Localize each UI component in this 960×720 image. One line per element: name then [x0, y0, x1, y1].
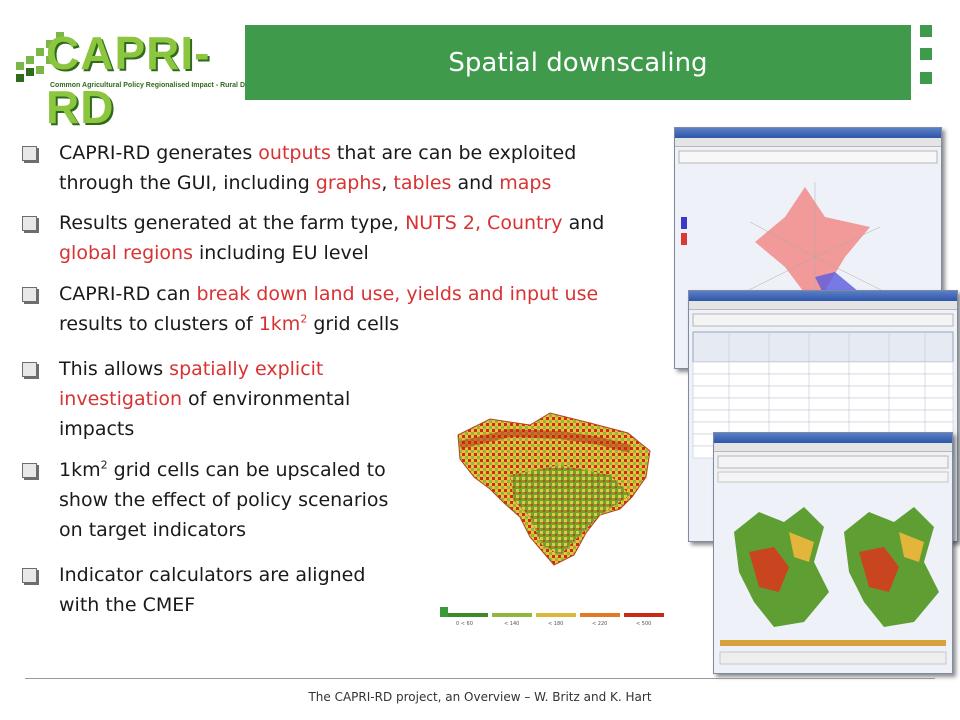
map-legend: 0 < 60 < 140 < 180 < 220 < 500 [440, 607, 664, 627]
legend-label: < 180 [548, 621, 563, 627]
bullet-text: This allows spatially explicit investiga… [59, 358, 351, 440]
legend-label: < 500 [636, 621, 651, 627]
footer-divider [25, 678, 935, 679]
bullet-upscale: 1km2 grid cells can be upscaled to show … [22, 455, 442, 547]
checkbox-bullet-icon [22, 463, 37, 478]
checkbox-bullet-icon [22, 568, 37, 583]
bullet-text: 1km2 grid cells can be upscaled to show … [59, 458, 389, 541]
eu-map-logo-icon [16, 32, 64, 82]
decor-square-mid [920, 48, 932, 60]
bullet-results: Results generated at the farm type, NUTS… [22, 208, 682, 270]
bullet-text: CAPRI-RD generates outputs that are can … [59, 142, 577, 194]
gui-screenshot-map [713, 432, 953, 674]
logo-subtitle: Common Agricultural Policy Regionalised … [50, 82, 284, 89]
slide-title-bar: Spatial downscaling [245, 25, 911, 100]
belgium-grid-map [457, 412, 651, 566]
table-thumbnail [692, 313, 954, 459]
bullet-cmef: Indicator calculators are aligned with t… [22, 560, 422, 622]
bullet-spatial: This allows spatially explicit investiga… [22, 354, 422, 446]
legend-label: 0 < 60 [456, 621, 473, 627]
checkbox-bullet-icon [22, 287, 37, 302]
bullet-breakdown: CAPRI-RD can break down land use, yields… [22, 279, 682, 341]
bullet-text: CAPRI-RD can break down land use, yields… [59, 283, 599, 335]
bullet-text: Results generated at the farm type, NUTS… [59, 212, 605, 264]
footer-text: The CAPRI-RD project, an Overview – W. B… [308, 690, 652, 704]
logo-wordmark: CAPRI-RD [46, 27, 211, 133]
capri-rd-logo: CAPRI-RD Common Agricultural Policy Regi… [10, 22, 284, 133]
decor-square-top [920, 25, 932, 37]
europe-map-thumbnail [717, 455, 949, 665]
legend-label: < 220 [592, 621, 607, 627]
checkbox-bullet-icon [22, 216, 37, 231]
bullet-text: Indicator calculators are aligned with t… [59, 564, 366, 616]
legend-label: < 140 [504, 621, 519, 627]
decor-square-bottom [920, 72, 932, 84]
slide-title: Spatial downscaling [448, 47, 708, 78]
checkbox-bullet-icon [22, 362, 37, 377]
bullet-outputs: CAPRI-RD generates outputs that are can … [22, 138, 682, 200]
checkbox-bullet-icon [22, 146, 37, 161]
